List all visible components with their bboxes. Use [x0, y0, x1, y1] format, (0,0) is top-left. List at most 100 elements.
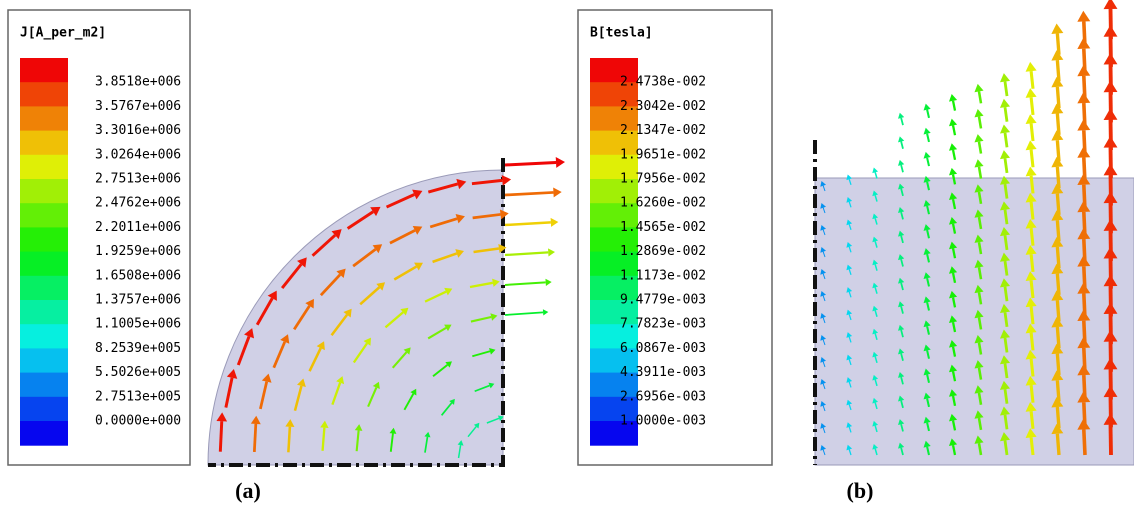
vector-head: [297, 378, 306, 388]
vector-head: [1051, 236, 1064, 248]
vector-shaft: [1029, 201, 1035, 220]
vector-shaft: [848, 449, 852, 456]
vector-shaft: [926, 374, 930, 383]
vector-head: [999, 73, 1011, 83]
vector-shaft: [1003, 260, 1009, 276]
vector-shaft: [1003, 81, 1009, 97]
vector-head: [331, 229, 342, 240]
vector-shaft: [1003, 132, 1009, 148]
vector-shaft: [848, 404, 852, 411]
vector-head: [1051, 23, 1064, 34]
vector-head: [948, 315, 958, 324]
vector-shaft: [1029, 384, 1035, 403]
legend-label: 3.8518e+006: [95, 75, 181, 90]
vector-head: [999, 303, 1011, 313]
legend-label: 2.7513e+006: [95, 172, 181, 187]
vector-shaft: [1029, 411, 1035, 430]
color-swatch: [590, 372, 638, 398]
vector-shaft: [977, 342, 983, 355]
vector-head: [497, 415, 504, 422]
vector-head: [872, 397, 879, 404]
vector-head: [948, 118, 958, 127]
vector-head: [974, 83, 984, 93]
vector-shaft: [951, 223, 957, 234]
vector-head: [948, 241, 958, 250]
vector-head: [1025, 428, 1037, 438]
vector-head: [872, 443, 879, 450]
color-swatch: [20, 324, 68, 349]
vector-shaft: [977, 367, 983, 380]
vector-head: [1051, 316, 1064, 328]
vector-head: [923, 248, 931, 255]
vector-shaft: [391, 351, 408, 369]
vector-head: [974, 209, 984, 218]
vector-head: [820, 225, 826, 231]
vector-head: [455, 213, 465, 224]
vector-head: [948, 438, 958, 447]
vector-shaft: [951, 149, 957, 161]
vector-head: [923, 392, 931, 400]
vector-head: [820, 313, 826, 319]
vector-shaft: [1082, 347, 1087, 374]
legend-label: 1.2869e-002: [620, 244, 706, 259]
vector-head: [974, 309, 984, 319]
color-swatch: [20, 203, 68, 228]
vector-head: [898, 348, 905, 355]
panel-caption: (a): [235, 478, 261, 503]
vector-head: [974, 108, 984, 118]
vector-shaft: [384, 311, 404, 329]
vector-head: [948, 143, 958, 151]
vector-shaft: [1003, 363, 1009, 379]
vector-head: [923, 416, 931, 424]
vector-head: [820, 247, 826, 253]
vector-shaft: [874, 402, 878, 410]
vector-head: [872, 420, 879, 427]
vector-head: [923, 224, 931, 231]
legend-label: 1.7956e-002: [620, 172, 706, 187]
color-swatch: [590, 154, 638, 180]
color-swatch: [20, 372, 68, 398]
vector-head: [1025, 61, 1037, 72]
vector-head: [226, 369, 238, 379]
color-swatch: [20, 179, 68, 204]
vector-head: [872, 305, 879, 312]
vector-shaft: [1082, 48, 1087, 75]
vector-head: [376, 282, 386, 291]
vector-shaft: [272, 341, 287, 369]
vector-head: [898, 230, 905, 237]
vector-shaft: [1055, 166, 1061, 189]
vector-head: [999, 380, 1011, 390]
color-swatch: [20, 251, 68, 277]
vector-shaft: [822, 185, 826, 192]
vector-shaft: [1003, 286, 1009, 302]
boundary: [208, 158, 505, 467]
vector-head: [336, 376, 345, 385]
color-swatch: [20, 275, 68, 301]
vector-head: [948, 413, 958, 422]
vector-head: [948, 167, 958, 176]
vector-shaft: [848, 336, 852, 343]
vector-shaft: [822, 383, 826, 390]
vector-shaft: [255, 297, 274, 326]
vector-shaft: [1003, 389, 1009, 404]
vector-shaft: [874, 287, 878, 294]
vector-head: [412, 189, 423, 200]
vector-head: [898, 254, 905, 261]
vector-head: [999, 355, 1011, 365]
vector-shaft: [926, 398, 930, 408]
color-swatch: [590, 396, 638, 422]
vector-head: [410, 388, 417, 396]
color-swatch: [590, 130, 638, 156]
vector-head: [1025, 192, 1037, 203]
vector-shaft: [951, 321, 957, 333]
vector-head: [872, 351, 879, 358]
vector-shaft: [1055, 140, 1061, 162]
legend-label: 6.0867e-003: [620, 341, 706, 356]
vector-shaft: [977, 392, 983, 405]
field-vectors: [820, 0, 1118, 456]
vector-shaft: [1055, 33, 1061, 55]
legend-label: 2.4762e+006: [95, 196, 181, 211]
vector-shaft: [1003, 414, 1009, 430]
vector-shaft: [352, 342, 368, 364]
vector-head: [1025, 323, 1037, 334]
